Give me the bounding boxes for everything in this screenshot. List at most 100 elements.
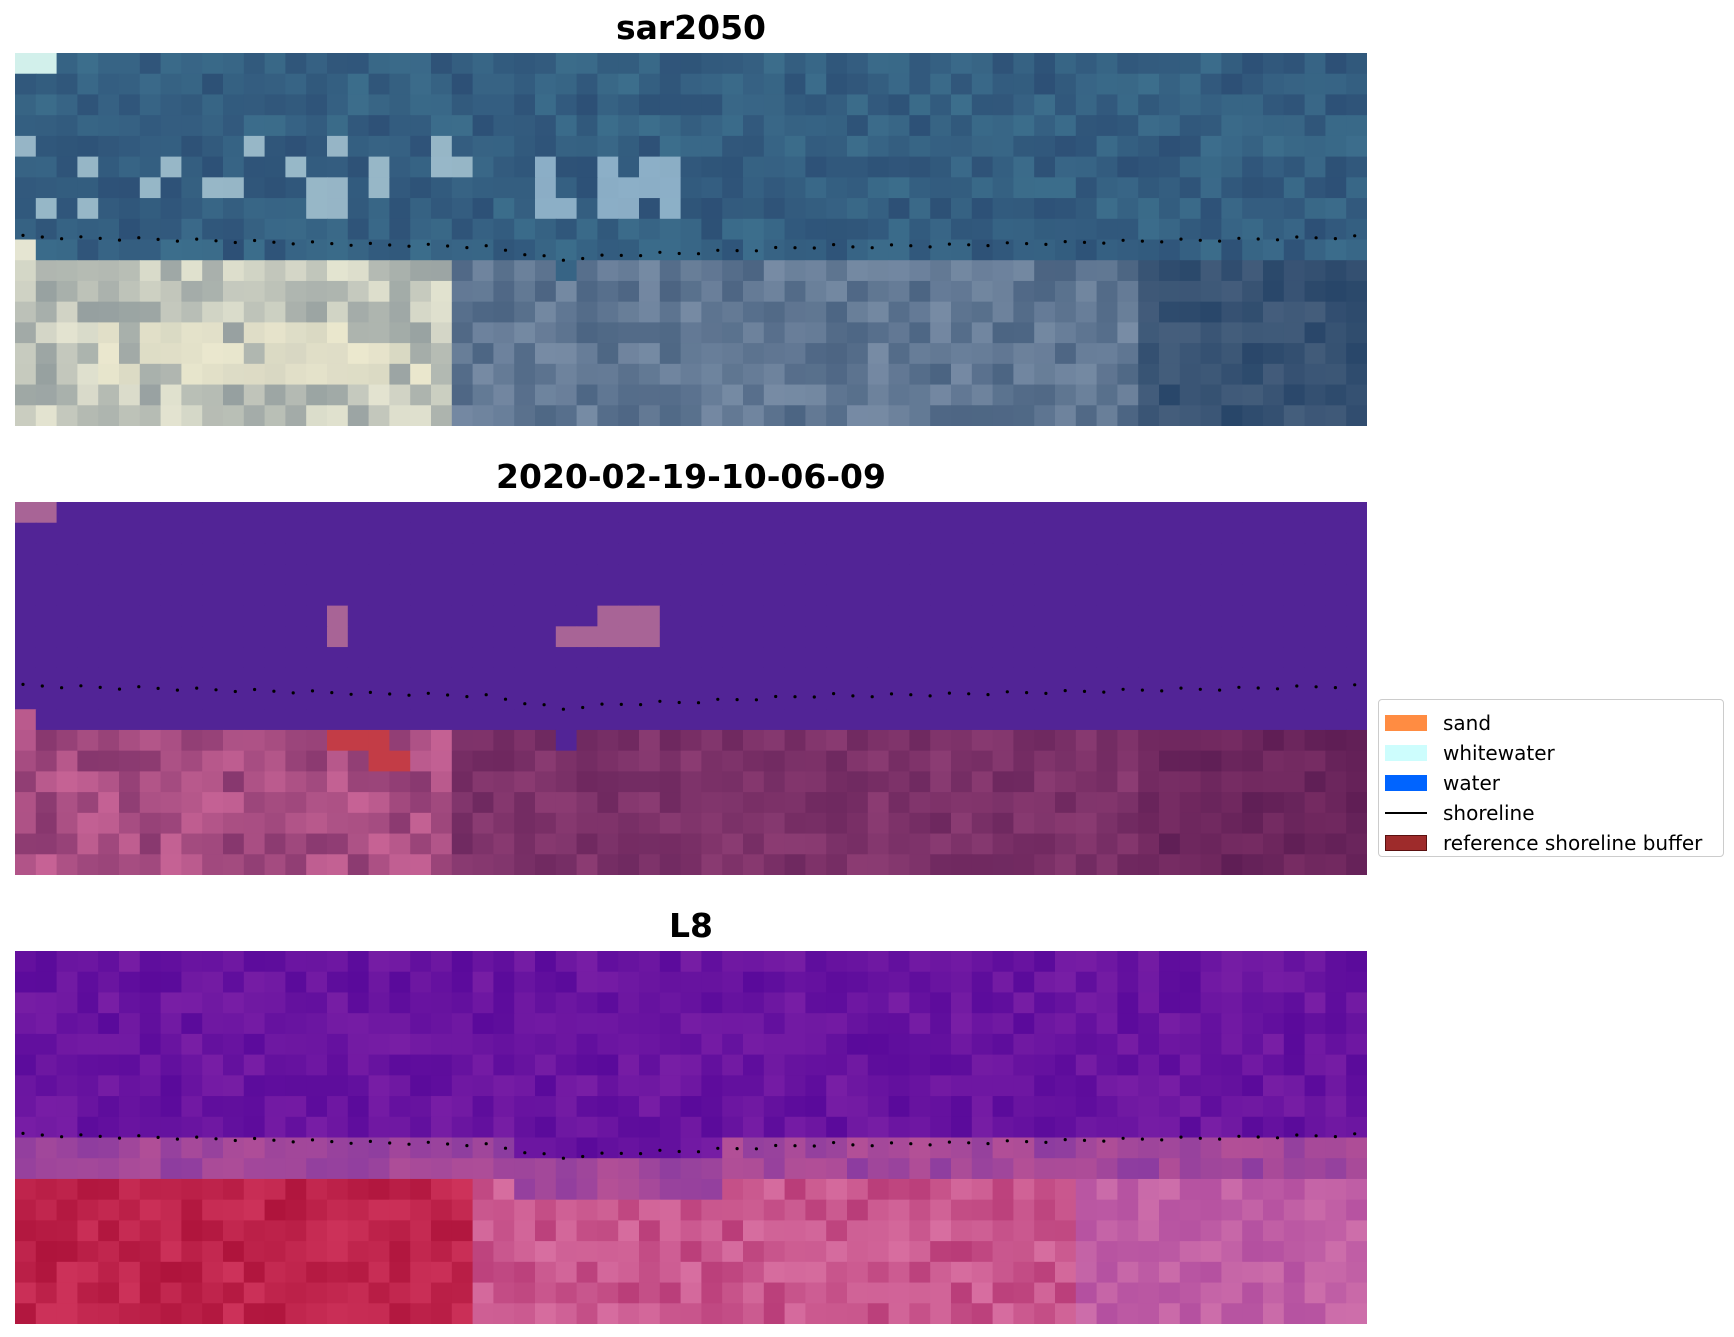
raster-pixel [56,1241,78,1263]
shoreline-point [1198,238,1202,242]
raster-pixel [1159,405,1181,426]
raster-pixel [701,729,723,752]
shoreline-point [542,1152,546,1156]
raster-pixel [1013,1013,1035,1035]
raster-pixel [930,709,952,731]
raster-pixel [576,343,598,365]
raster-pixel [1159,1054,1181,1076]
raster-pixel [368,177,390,199]
raster-pixel [347,363,370,386]
raster-pixel [56,73,78,96]
raster-pixel [763,729,786,752]
raster-pixel [410,833,432,855]
shoreline-point [639,1152,643,1156]
raster-pixel [202,1033,224,1056]
raster-pixel [431,1054,453,1076]
raster-pixel [659,177,682,199]
raster-pixel [285,73,307,96]
raster-pixel [1055,750,1077,772]
raster-pixel [1138,1137,1160,1159]
raster-pixel [576,239,598,261]
raster-pixel [847,94,869,116]
raster-pixel [743,584,765,607]
raster-pixel [15,1013,37,1035]
raster-pixel [1055,1199,1077,1221]
raster-pixel [1138,522,1160,545]
whitewater-swatch [1385,745,1427,761]
shoreline-point [1237,1134,1241,1138]
raster-pixel [1242,343,1264,365]
raster-pixel [1138,301,1160,323]
raster-pixel [992,1013,1014,1035]
raster-pixel [763,1158,786,1180]
raster-pixel [285,94,307,116]
raster-pixel [951,522,973,545]
raster-pixel [680,239,702,261]
raster-pixel [743,729,765,752]
raster-pixel [1159,1033,1181,1056]
raster-pixel [1346,1282,1367,1304]
raster-pixel [119,1282,141,1304]
shoreline-point [619,253,623,257]
raster-pixel [431,405,453,426]
raster-pixel [639,156,661,178]
raster-pixel [826,584,848,607]
raster-pixel [202,343,224,365]
raster-pixel [535,135,557,158]
raster-pixel [597,1282,619,1304]
raster-pixel [15,1261,37,1284]
raster-pixel [119,343,141,365]
raster-pixel [951,135,973,158]
shoreline-point [291,691,295,695]
raster-pixel [1096,1199,1118,1221]
raster-pixel [514,73,536,96]
raster-pixel [181,502,203,524]
raster-pixel [98,156,120,178]
shoreline-point [1275,687,1280,691]
shoreline-point [832,692,836,696]
raster-pixel [35,1220,58,1242]
raster-pixel [1263,647,1285,669]
raster-pixel [971,1241,994,1263]
raster-pixel [909,564,931,586]
raster-pixel [555,135,578,158]
raster-pixel [243,280,266,303]
raster-pixel [368,792,390,814]
raster-pixel [35,543,58,565]
raster-pixel [763,951,786,973]
raster-pixel [1096,1033,1118,1056]
raster-pixel [1283,951,1306,973]
raster-pixel [451,854,474,875]
raster-pixel [701,647,723,669]
raster-pixel [327,1241,349,1263]
raster-pixel [1200,156,1222,178]
raster-pixel [1346,1137,1367,1159]
raster-pixel [56,564,78,586]
raster-pixel [202,1220,224,1242]
raster-pixel [909,1261,931,1284]
raster-pixel [1242,1054,1264,1076]
raster-pixel [15,343,37,365]
raster-pixel [826,1303,848,1324]
raster-pixel [722,750,744,772]
raster-pixel [971,1199,994,1221]
raster-pixel [472,833,494,855]
raster-pixel [243,564,266,586]
raster-pixel [992,135,1014,158]
raster-pixel [930,1261,952,1284]
raster-pixel [535,1261,557,1284]
raster-pixel [722,1075,744,1097]
raster-pixel [951,750,973,772]
raster-pixel [1283,1054,1306,1076]
raster-pixel [1283,729,1306,752]
raster-pixel [1096,218,1118,241]
raster-pixel [1034,343,1056,365]
raster-pixel [472,792,494,814]
raster-pixel [451,1013,474,1035]
raster-pixel [347,73,370,96]
raster-pixel [389,543,411,565]
raster-pixel [1138,667,1160,690]
raster-pixel [805,729,827,752]
shoreline-point [156,686,160,690]
raster-pixel [1179,1054,1202,1076]
